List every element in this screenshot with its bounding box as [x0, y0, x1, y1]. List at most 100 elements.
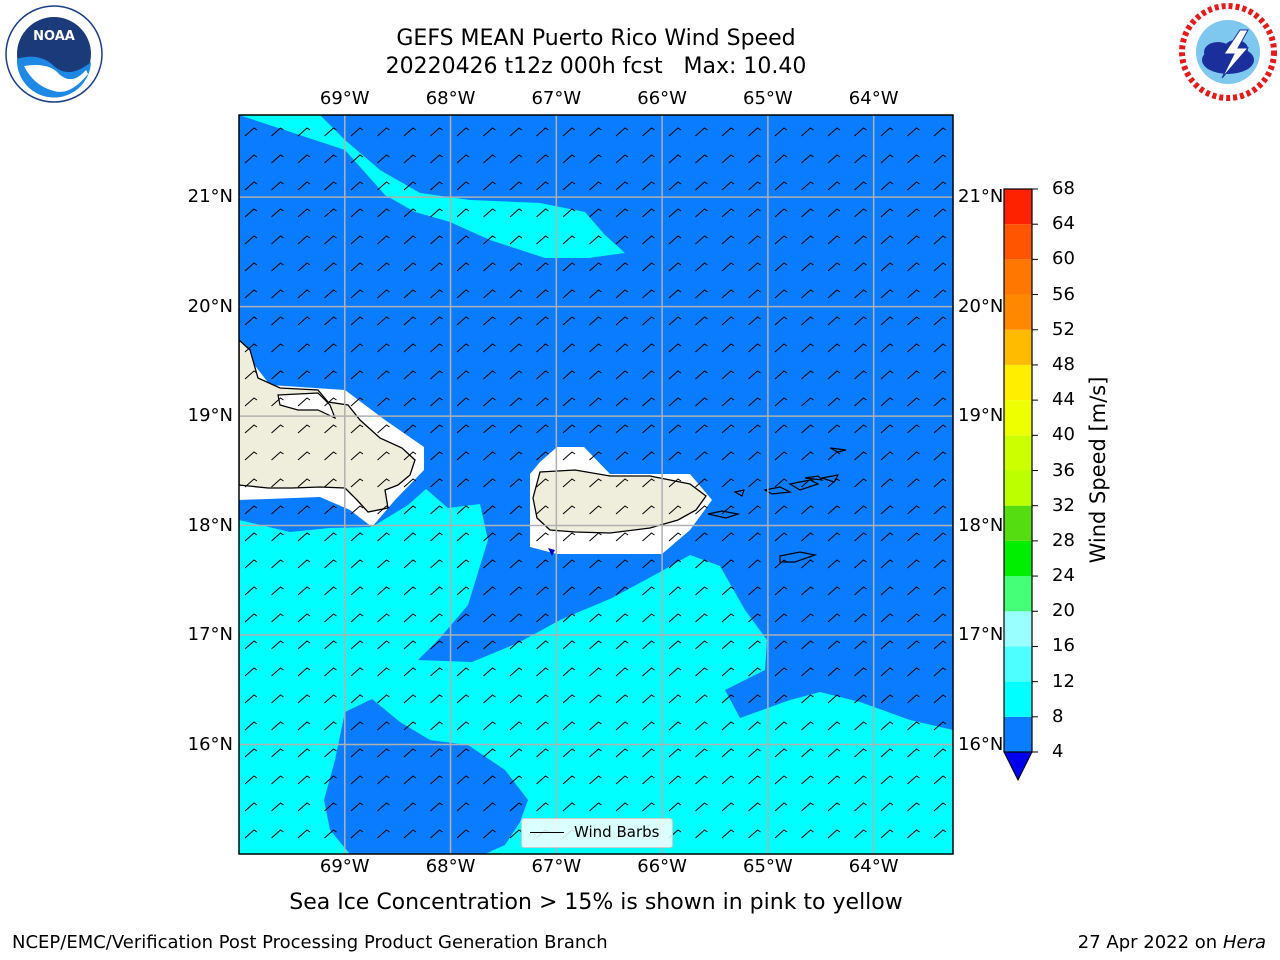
- wind-barb-12: [562, 127, 576, 137]
- wind-barb-703: [271, 829, 284, 839]
- wind-barb-94: [589, 208, 602, 218]
- wind-barb-130: [827, 235, 841, 245]
- wind-barb-42: [642, 154, 655, 164]
- wind-barb-368: [695, 478, 708, 488]
- wind-barb-468: [483, 586, 496, 596]
- wind-barb-84: [324, 208, 337, 218]
- wind-barb-249: [403, 370, 417, 380]
- wind-barb-228: [562, 343, 576, 353]
- wind-barb-147: [562, 262, 576, 272]
- wind-barb-45: [721, 154, 735, 164]
- wind-barb-299: [297, 424, 311, 434]
- wind-barb-142: [430, 262, 443, 272]
- wind-barb-315: [721, 424, 735, 434]
- wind-barb-381: [324, 505, 337, 515]
- wind-barb-131: [854, 235, 867, 245]
- wind-barb-544: [350, 667, 364, 677]
- wind-barb-448: [668, 559, 682, 569]
- wind-barb-225: [483, 343, 496, 353]
- wind-barb-418: [589, 532, 602, 542]
- wind-barb-146: [536, 262, 549, 272]
- wind-barb-569: [297, 694, 311, 704]
- wind-barb-654: [403, 775, 417, 785]
- wind-barb-455: [854, 559, 867, 569]
- colorbar-bin-15: [1004, 189, 1032, 225]
- wind-barb-369: [721, 478, 735, 488]
- lat-tick-left-3: 18°N: [187, 514, 233, 536]
- wind-barb-129: [801, 235, 814, 245]
- wind-barb-219: [324, 343, 337, 353]
- wind-barb-120: [562, 235, 576, 245]
- wind-barb-486: [244, 613, 258, 623]
- wind-barb-720: [721, 829, 735, 839]
- wind-barb-164: [297, 289, 311, 299]
- wind-barb-361: [509, 478, 523, 488]
- lon-tick-bottom-3: 66°W: [637, 856, 687, 877]
- wind-barb-243: [244, 370, 258, 380]
- wind-barb-151: [668, 262, 682, 272]
- wind-barb-71: [695, 181, 708, 191]
- wind-barb-238: [827, 343, 841, 353]
- wind-barb-493: [430, 613, 443, 623]
- wind-barb-559: [748, 667, 761, 677]
- wind-barb-17: [695, 127, 708, 137]
- wind-barb-171: [483, 289, 496, 299]
- wind-barb-454: [827, 559, 841, 569]
- wind-barb-397: [748, 505, 761, 515]
- wind-barb-25: [907, 127, 920, 137]
- wind-barb-410: [377, 532, 390, 542]
- wind-barb-401: [854, 505, 867, 515]
- colorbar-tick-13: 16: [1052, 635, 1075, 657]
- wind-barb-242: [933, 343, 947, 353]
- wind-barb-541: [271, 667, 284, 677]
- wind-barb-577: [509, 694, 523, 704]
- wind-barb-197: [456, 316, 470, 326]
- wind-barb-316: [748, 424, 761, 434]
- wind-barb-611: [695, 721, 708, 731]
- wind-barb-116: [456, 235, 470, 245]
- wind-barb-43: [668, 154, 682, 164]
- wind-barb-598: [350, 721, 364, 731]
- wind-barb-135: [244, 262, 258, 272]
- wind-barb-246: [324, 370, 337, 380]
- wind-barb-337: [589, 451, 602, 461]
- map-frame: [238, 114, 954, 855]
- colorbar-bin-9: [1004, 400, 1032, 436]
- wind-barb-321: [880, 424, 894, 434]
- wind-barb-109: [271, 235, 284, 245]
- wind-barb-323: [933, 424, 947, 434]
- wind-barb-1: [271, 127, 284, 137]
- land-hispaniola-bay: [277, 392, 337, 420]
- wind-barb-436: [350, 559, 364, 569]
- colorbar-tick-2: 60: [1052, 248, 1075, 270]
- wind-barb-349: [907, 451, 920, 461]
- wind-barb-511: [907, 613, 920, 623]
- wind-barb-465: [403, 586, 417, 596]
- wind-barb-396: [721, 505, 735, 515]
- wind-barb-487: [271, 613, 284, 623]
- wind-barb-599: [377, 721, 390, 731]
- wind-barb-593: [933, 694, 947, 704]
- wind-barb-205: [668, 316, 682, 326]
- wind-barb-271: [271, 397, 284, 407]
- wind-barb-564: [880, 667, 894, 677]
- wind-barb-625: [350, 748, 364, 758]
- wind-barb-676: [271, 802, 284, 812]
- wind-barb-488: [297, 613, 311, 623]
- wind-barb-214: [907, 316, 920, 326]
- wind-barb-60: [403, 181, 417, 191]
- wind-barb-181: [748, 289, 761, 299]
- wind-barb-457: [907, 559, 920, 569]
- wind-barb-118: [509, 235, 523, 245]
- colorbar-bin-6: [1004, 505, 1032, 541]
- wind-barb-178: [668, 289, 682, 299]
- wind-barb-417: [562, 532, 576, 542]
- wind-barb-145: [509, 262, 523, 272]
- wind-barb-639: [721, 748, 735, 758]
- colorbar-bin-4: [1004, 576, 1032, 612]
- wind-barb-691: [668, 802, 682, 812]
- wind-barb-180: [721, 289, 735, 299]
- wind-barb-423: [721, 532, 735, 542]
- wind-barb-92: [536, 208, 549, 218]
- wind-barb-484: [907, 586, 920, 596]
